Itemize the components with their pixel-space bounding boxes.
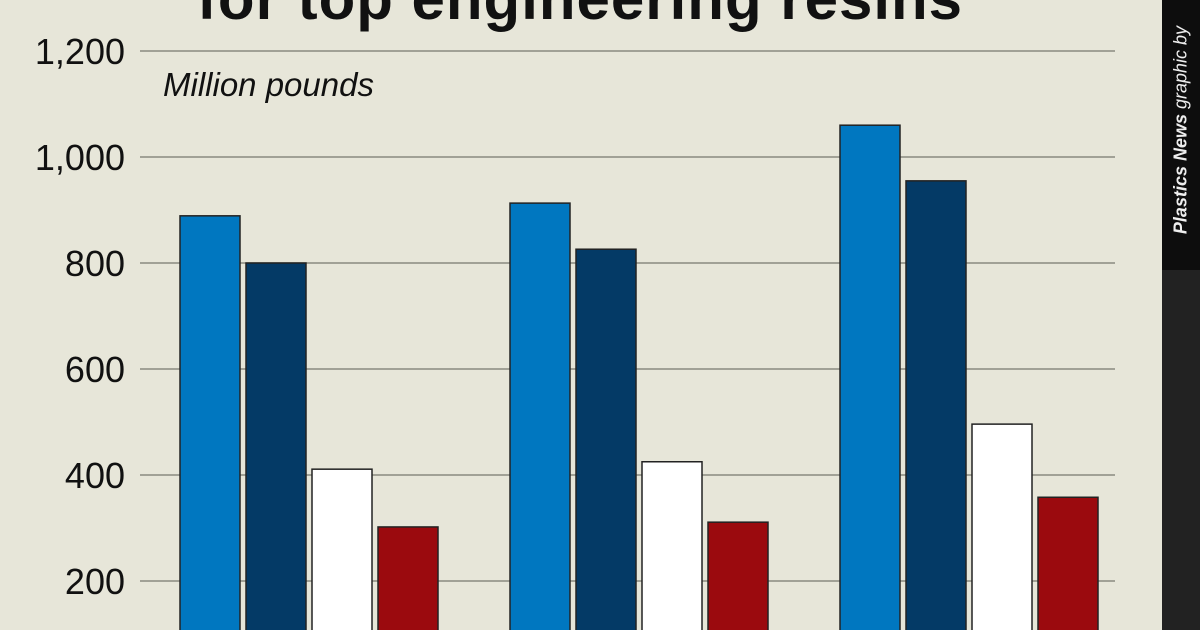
- y-tick-label: 400: [65, 455, 125, 496]
- graphic-credit: Plastics News graphic by: [1171, 26, 1192, 234]
- y-tick-label: 200: [65, 561, 125, 602]
- y-tick-label: 800: [65, 243, 125, 284]
- y-tick-label: 1,000: [35, 137, 125, 178]
- bar: [245, 262, 307, 630]
- bar: [377, 526, 439, 630]
- bar: [641, 461, 703, 630]
- bar: [905, 180, 967, 630]
- bar-chart: 1,200 1,000 800 600 400 200: [35, 31, 1115, 630]
- bar: [971, 423, 1033, 630]
- y-tick-label: 600: [65, 349, 125, 390]
- chart-title: for top engineering resins: [0, 0, 1160, 34]
- bar: [179, 215, 241, 630]
- bar: [839, 124, 901, 630]
- y-axis-unit-label: Million pounds: [163, 66, 374, 103]
- y-tick-label: 1,200: [35, 31, 125, 72]
- bar: [1037, 496, 1099, 630]
- credit-strip-top: [1162, 0, 1200, 270]
- bar: [575, 248, 637, 630]
- bar: [707, 521, 769, 630]
- bar: [509, 202, 571, 630]
- bar: [311, 468, 373, 630]
- credit-text: graphic by: [1170, 25, 1191, 114]
- credit-publication: Plastics News: [1170, 113, 1191, 235]
